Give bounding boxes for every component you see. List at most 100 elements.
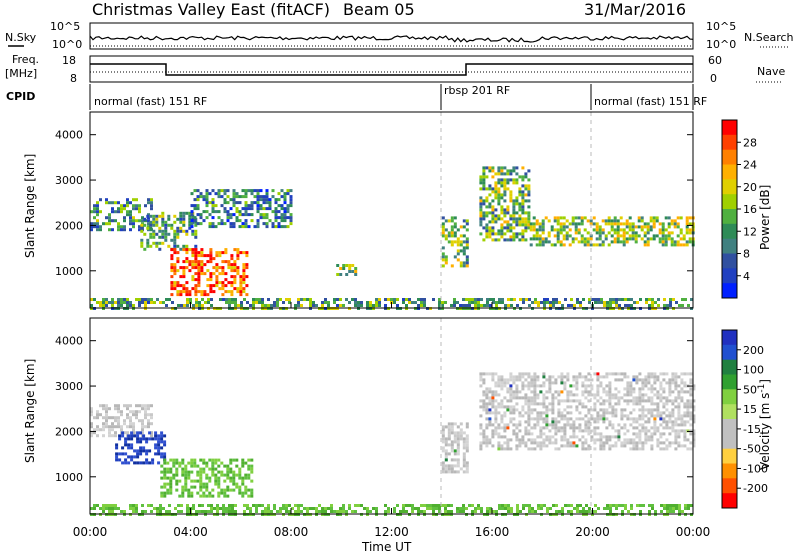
echo-cell [527,199,531,203]
echo-cell [527,214,531,218]
echo-cell [202,461,206,465]
echo-cell [610,240,614,244]
echo-cell [99,228,102,232]
echo-cell [198,504,201,507]
echo-cell [247,458,251,462]
echo-cell [402,510,405,513]
echo-cell [447,434,451,438]
echo-cell [276,301,279,304]
echo-cell [665,396,669,400]
echo-cell [208,479,212,483]
echo-cell [506,220,510,224]
echo-cell [510,298,513,301]
echo-cell [548,378,552,382]
echo-cell [210,298,213,301]
echo-cell [562,237,566,241]
echo-cell [548,429,552,433]
echo-cell [102,301,105,304]
echo-cell [527,438,531,442]
echo-cell [596,372,600,376]
echo-cell [297,510,300,513]
echo-cell [500,223,504,227]
echo-cell [197,263,201,267]
echo-cell [191,266,195,270]
echo-cell [521,175,525,179]
echo-cell [631,228,635,232]
echo-cell [280,189,284,193]
echo-cell [587,411,591,415]
echo-cell [223,473,227,477]
echo-cell [669,298,672,301]
echo-cell [229,467,233,471]
echo-cell [411,510,414,513]
cpid-segment-label: normal (fast) 151 RF [94,95,207,108]
echo-cell [450,431,454,435]
echo-cell [662,405,666,409]
echo-cell [640,237,644,241]
echo-cell [351,264,355,267]
echo-cell [300,304,303,307]
echo-cell [650,399,654,403]
echo-cell [542,399,546,403]
echo-cell [512,390,516,394]
echo-cell [194,223,198,227]
echo-cell [677,432,681,436]
echo-cell [456,452,460,456]
echo-cell [93,210,96,214]
echo-cell [221,293,225,297]
echo-cell [563,426,567,430]
echo-cell [561,507,564,510]
echo-cell [190,464,194,468]
echo-cell [450,243,454,247]
echo-cell [479,441,483,445]
echo-cell [182,220,186,224]
echo-cell [444,234,448,238]
echo-cell [637,216,641,220]
echo-cell [444,237,448,241]
echo-cell [564,298,567,301]
echo-cell [644,435,648,439]
echo-cell [280,216,284,220]
echo-cell [114,404,117,408]
echo-cell [246,507,249,510]
echo-cell [232,479,236,483]
echo-cell [208,458,212,462]
echo-cell [96,201,99,205]
echo-cell [641,378,645,382]
echo-cell [482,432,486,436]
echo-cell [678,510,681,513]
echo-cell [114,504,117,507]
echo-cell [205,216,209,220]
echo-cell [489,304,492,307]
echo-cell [147,219,150,223]
echo-cell [217,192,221,196]
echo-cell [638,435,642,439]
echo-cell [194,235,198,239]
echo-cell [679,237,683,241]
echo-cell [102,434,105,438]
echo-cell [692,444,696,448]
echo-cell [605,408,609,412]
echo-cell [515,375,519,379]
echo-cell [238,491,242,495]
echo-cell [441,258,445,262]
echo-cell [533,375,537,379]
echo-cell [130,431,134,435]
echo-cell [639,504,642,507]
echo-cell [423,304,426,307]
echo-cell [108,201,111,205]
echo-cell [677,408,681,412]
echo-cell [627,510,630,513]
echo-cell [539,417,543,421]
echo-cell [581,381,585,385]
echo-cell [661,243,665,247]
echo-cell [662,441,666,445]
echo-cell [482,402,486,406]
echo-cell [212,290,216,294]
echo-cell [541,222,545,226]
echo-cell [593,441,597,445]
echo-cell [221,287,225,291]
echo-cell [117,207,120,211]
echo-cell [120,228,123,232]
echo-cell [252,298,255,301]
